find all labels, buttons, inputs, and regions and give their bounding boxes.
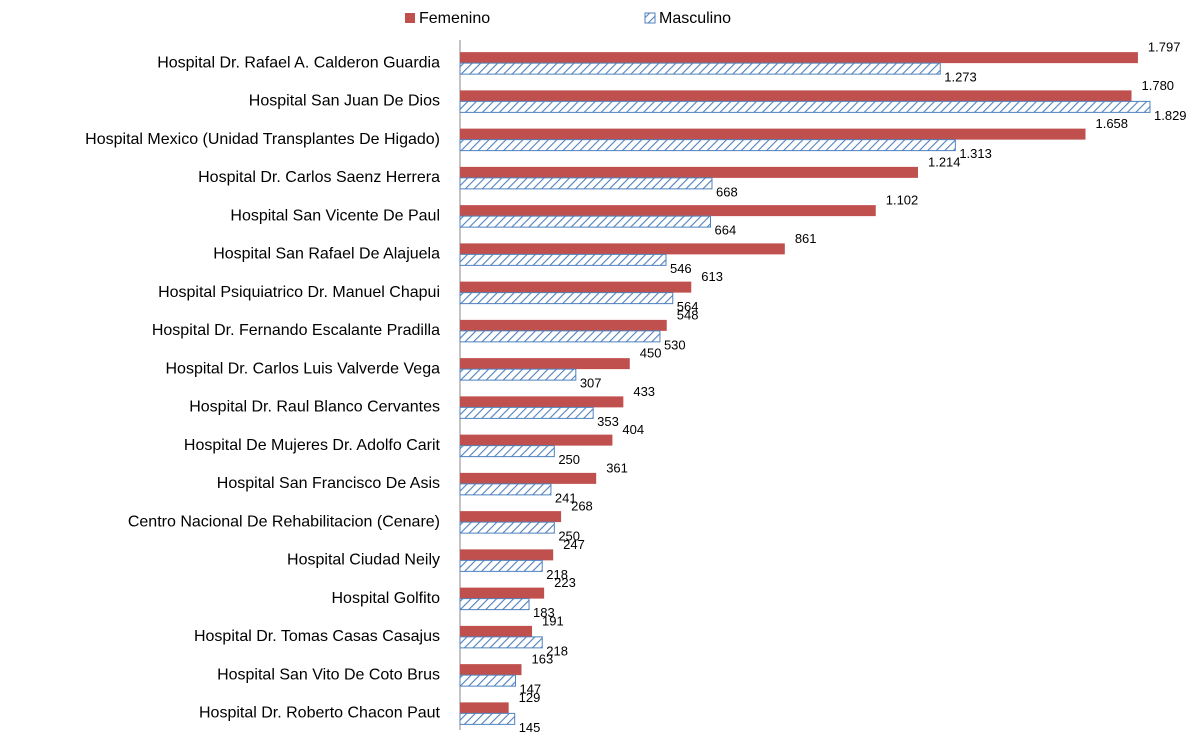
value-label: 223: [554, 575, 576, 590]
value-label: 1.658: [1095, 116, 1128, 131]
category-label: Hospital Psiquiatrico Dr. Manuel Chapui: [158, 284, 440, 301]
value-label: 183: [533, 605, 555, 620]
bar: [460, 52, 1138, 64]
value-label: 129: [519, 690, 541, 705]
category-label: Hospital Dr. Carlos Saenz Herrera: [198, 169, 440, 186]
bar: [459, 62, 941, 75]
value-label: 530: [664, 337, 686, 352]
bar: [460, 319, 667, 331]
value-label: 163: [531, 652, 553, 667]
category-label: Hospital Mexico (Unidad Transplantes De …: [85, 131, 440, 148]
value-label: 668: [716, 184, 738, 199]
bar: [459, 559, 543, 572]
value-label: 218: [546, 567, 568, 582]
value-label: 361: [606, 460, 628, 475]
bar: [460, 511, 562, 523]
value-label: 353: [597, 414, 619, 429]
value-label: 546: [670, 261, 692, 276]
category-label: Hospital Dr. Fernando Escalante Pradilla: [152, 322, 440, 339]
category-label: Hospital San Vicente De Paul: [230, 207, 440, 224]
category-label: Hospital San Juan De Dios: [249, 93, 440, 110]
category-label: Hospital Dr. Roberto Chacon Paut: [199, 705, 441, 722]
legend-swatch: [405, 13, 415, 23]
bar: [460, 281, 692, 293]
bar: [459, 177, 713, 190]
bar: [460, 664, 522, 676]
category-label: Hospital Dr. Raul Blanco Cervantes: [189, 399, 440, 416]
value-label: 664: [714, 223, 736, 238]
bar: [459, 368, 577, 381]
category-label: Hospital Dr. Tomas Casas Casajus: [194, 628, 440, 645]
value-label: 241: [555, 490, 577, 505]
value-label: 268: [571, 499, 593, 514]
value-label: 218: [546, 643, 568, 658]
bar: [459, 521, 555, 534]
bar: [459, 100, 1151, 113]
value-label: 1.797: [1148, 40, 1181, 55]
value-label: 1.313: [959, 146, 992, 161]
bar: [459, 674, 516, 687]
value-label: 564: [677, 299, 699, 314]
value-label: 1.829: [1154, 108, 1187, 123]
bar: [459, 598, 530, 611]
bar: [459, 636, 543, 649]
value-label: 147: [519, 682, 541, 697]
category-label: Hospital San Vito De Coto Brus: [217, 666, 440, 683]
value-label: 548: [677, 307, 699, 322]
value-label: 250: [558, 452, 580, 467]
legend-label: Masculino: [659, 10, 731, 27]
bar: [459, 445, 555, 458]
value-label: 450: [640, 346, 662, 361]
value-label: 613: [701, 269, 723, 284]
value-label: 1.273: [944, 70, 977, 85]
category-label: Hospital Golfito: [332, 590, 441, 607]
category-label: Hospital De Mujeres Dr. Adolfo Carit: [184, 437, 441, 454]
category-label: Hospital Dr. Carlos Luis Valverde Vega: [165, 360, 440, 377]
category-label: Hospital Dr. Rafael A. Calderon Guardia: [157, 54, 440, 71]
bar: [459, 712, 516, 725]
bar: [459, 330, 661, 343]
value-label: 250: [558, 529, 580, 544]
bar: [460, 128, 1086, 140]
bar: [459, 406, 594, 419]
bar: [460, 358, 630, 370]
bar: [460, 434, 613, 446]
bar: [460, 205, 876, 217]
legend-swatch: [644, 12, 656, 24]
category-label: Centro Nacional De Rehabilitacion (Cenar…: [128, 513, 440, 530]
value-label: 404: [622, 422, 644, 437]
value-label: 307: [580, 376, 602, 391]
value-label: 191: [542, 613, 564, 628]
bar: [460, 472, 597, 484]
bar: [459, 215, 711, 228]
bar: [459, 292, 674, 305]
bar: [460, 549, 554, 561]
bar: [460, 702, 509, 714]
value-label: 861: [795, 231, 817, 246]
value-label: 433: [633, 384, 655, 399]
value-label: 247: [563, 537, 585, 552]
bar: [460, 587, 545, 599]
bar: [460, 396, 624, 408]
bar: [460, 243, 785, 255]
value-label: 1.102: [886, 193, 919, 208]
bar: [459, 139, 956, 152]
value-label: 1.780: [1142, 78, 1175, 93]
bar: [460, 625, 533, 637]
value-label: 145: [519, 720, 541, 732]
bar: [460, 166, 918, 178]
legend-label: Femenino: [419, 10, 490, 27]
value-label: 1.214: [928, 154, 961, 169]
category-label: Hospital San Francisco De Asis: [217, 475, 440, 492]
bar: [460, 90, 1132, 102]
category-label: Hospital Ciudad Neily: [287, 552, 440, 569]
bar: [459, 253, 667, 266]
category-label: Hospital San Rafael De Alajuela: [213, 246, 440, 263]
bar: [459, 483, 552, 496]
